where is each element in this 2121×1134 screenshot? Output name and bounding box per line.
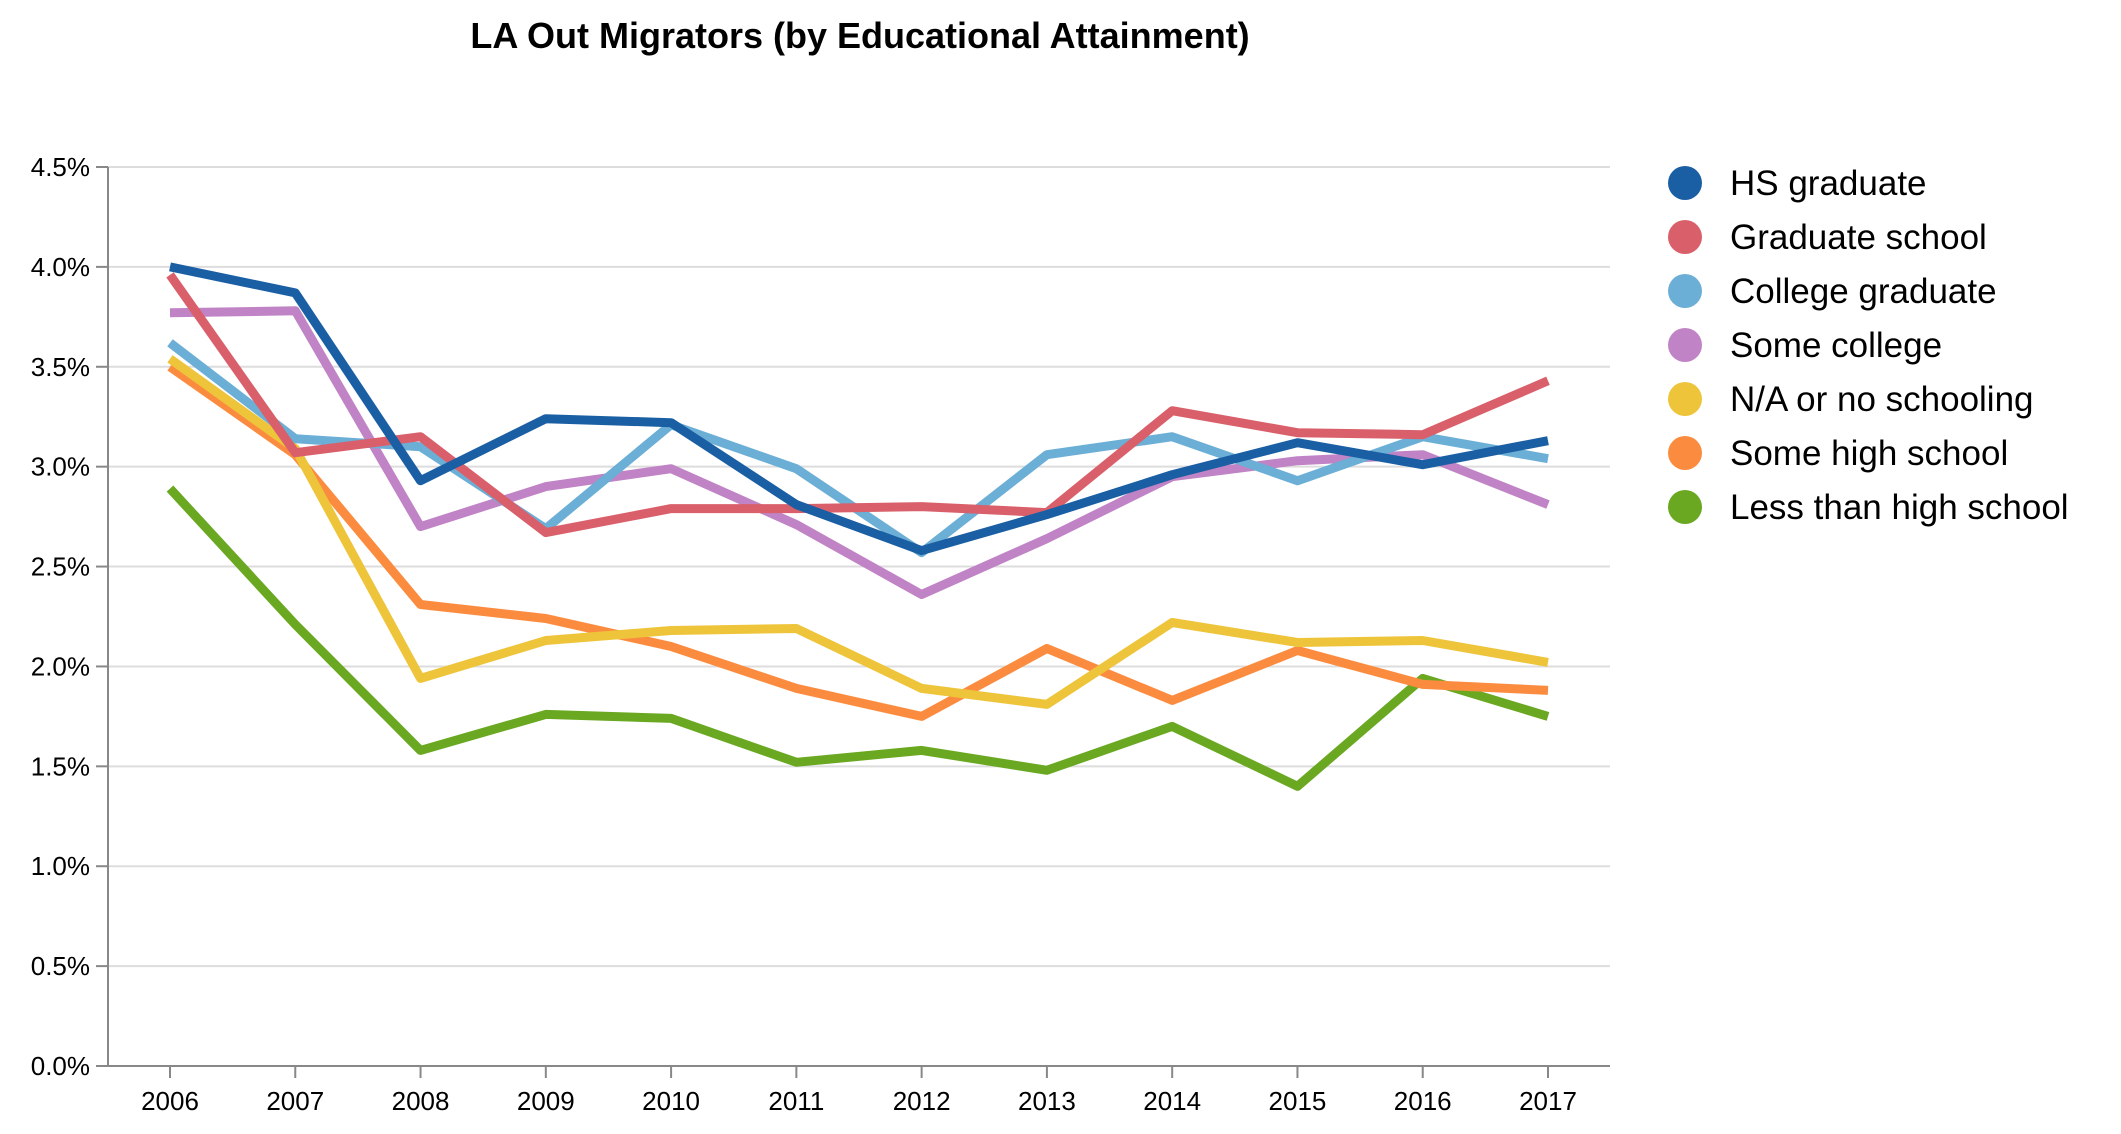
y-tick-label: 3.0% <box>31 452 90 482</box>
series-line-some-high-school <box>167 363 1549 721</box>
legend-label: Graduate school <box>1730 218 1987 257</box>
x-tick-label: 2009 <box>517 1086 575 1116</box>
y-tick-label: 0.5% <box>31 951 90 981</box>
y-tick-label: 4.5% <box>31 152 90 182</box>
x-tick-label: 2013 <box>1018 1086 1076 1116</box>
y-tick-label: 4.0% <box>31 252 90 282</box>
legend-label: Some college <box>1730 326 1942 365</box>
x-tick-label: 2017 <box>1519 1086 1577 1116</box>
legend-label: Some high school <box>1730 434 2008 473</box>
gridlines <box>108 166 1610 968</box>
y-tick-label: 2.5% <box>31 552 90 582</box>
x-tick-label: 2012 <box>893 1086 951 1116</box>
series-line-n-a-or-no-schooling <box>167 355 1549 709</box>
legend-label: Less than high school <box>1730 488 2069 527</box>
legend-symbol <box>1668 274 1702 308</box>
legend-symbol <box>1668 166 1702 200</box>
x-tick-label: 2006 <box>141 1086 199 1116</box>
x-tick-label: 2015 <box>1269 1086 1327 1116</box>
y-tick-label: 1.0% <box>31 851 90 881</box>
series-line-less-than-high-school <box>166 485 1550 791</box>
series-line-graduate-school <box>166 272 1550 538</box>
x-tick-label: 2008 <box>392 1086 450 1116</box>
legend-label: College graduate <box>1730 272 1997 311</box>
x-tick-label: 2007 <box>266 1086 324 1116</box>
legend-label: HS graduate <box>1730 164 1927 203</box>
legend-symbol <box>1668 490 1702 524</box>
series-lines <box>166 262 1550 791</box>
y-tick-label: 1.5% <box>31 751 90 781</box>
x-tick-label: 2014 <box>1143 1086 1201 1116</box>
x-tick-label: 2016 <box>1394 1086 1452 1116</box>
legend-symbol <box>1668 436 1702 470</box>
legend-symbol <box>1668 382 1702 416</box>
x-tick-label: 2011 <box>768 1086 824 1116</box>
y-tick-label: 3.5% <box>31 352 90 382</box>
legend-symbol <box>1668 328 1702 362</box>
legend: HS graduate Graduate school College gradua… <box>1668 164 2069 527</box>
legend-label: N/A or no schooling <box>1730 380 2034 419</box>
x-tick-label: 2010 <box>642 1086 700 1116</box>
legend-symbol <box>1668 220 1702 254</box>
axes: 0.0% 0.5% 1.0% 1.5% 2.0% 2.5% 3.0% 3.5% 4.0% 4.5%… <box>31 152 1610 1116</box>
chart-title: LA Out Migrators (by Educational Attainm… <box>470 15 1249 56</box>
series-line-hs-graduate <box>169 262 1549 556</box>
y-tick-label: 0.0% <box>31 1051 90 1081</box>
y-tick-label: 2.0% <box>31 651 90 681</box>
series-line-some-college <box>169 306 1550 599</box>
